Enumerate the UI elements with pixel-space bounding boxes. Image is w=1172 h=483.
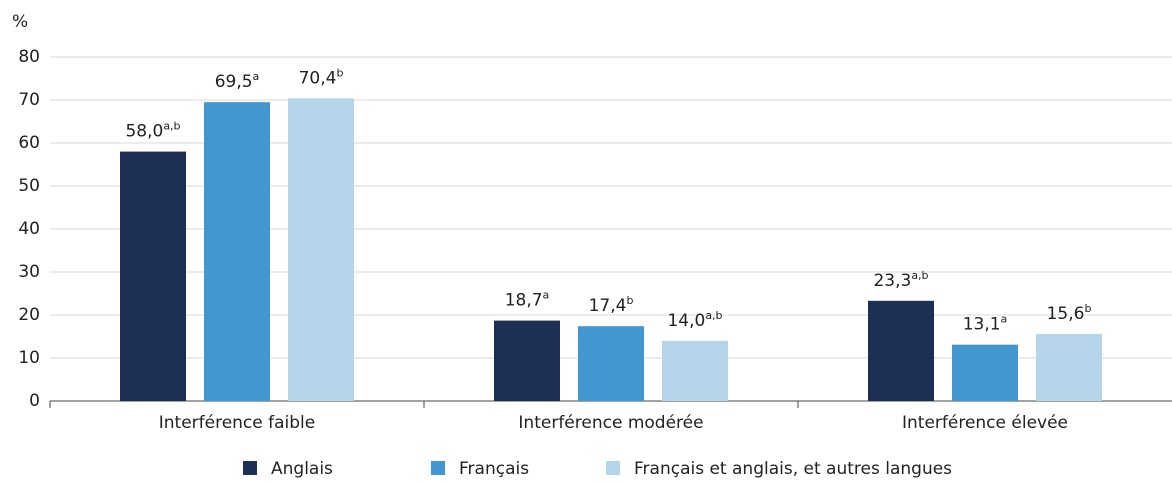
value-label: 17,4b [589, 294, 634, 316]
legend-label: Français [459, 459, 529, 479]
legend-label: Anglais [271, 459, 333, 479]
value-label-note: a,b [705, 309, 722, 322]
value-label-number: 13,1 [963, 315, 1001, 335]
value-label-note: b [626, 294, 633, 307]
legend-label: Français et anglais, et autres langues [634, 459, 952, 479]
y-tick-label: 80 [18, 47, 40, 67]
value-label: 15,6b [1047, 302, 1092, 324]
bar [288, 98, 354, 401]
value-label: 23,3a,b [873, 269, 928, 291]
y-tick-label: 60 [18, 133, 40, 153]
value-label-number: 58,0 [125, 122, 163, 142]
bar [952, 344, 1018, 401]
bar [578, 326, 644, 401]
value-label-note: a [543, 289, 550, 302]
x-tick-label: Interférence modérée [518, 413, 703, 433]
y-axis-label: % [12, 12, 28, 32]
y-tick-label: 50 [18, 176, 40, 196]
y-tick-label: 30 [18, 262, 40, 282]
value-label-number: 70,4 [299, 68, 337, 88]
value-label: 70,4b [299, 66, 344, 88]
bar [868, 300, 934, 401]
value-label-number: 69,5 [215, 72, 253, 92]
y-tick-label: 40 [18, 219, 40, 239]
bar [494, 320, 560, 401]
value-label-note: a,b [163, 120, 180, 133]
value-label-note: b [336, 66, 343, 79]
y-tick-label: 70 [18, 90, 40, 110]
bar [204, 102, 270, 402]
value-label-number: 23,3 [873, 271, 911, 291]
value-label-number: 14,0 [667, 311, 705, 331]
value-label: 13,1a [963, 313, 1008, 335]
value-label-note: a [253, 70, 260, 83]
value-label-note: b [1084, 302, 1091, 315]
x-tick-label: Interférence élevée [902, 413, 1068, 433]
value-label: 18,7a [505, 289, 550, 311]
legend-swatch [243, 461, 257, 475]
value-label: 58,0a,b [125, 120, 180, 142]
value-label-number: 15,6 [1047, 304, 1085, 324]
y-tick-label: 0 [29, 391, 40, 411]
bar [1036, 333, 1102, 401]
x-tick-label: Interférence faible [159, 413, 316, 433]
value-label: 69,5a [215, 70, 260, 92]
value-label-number: 17,4 [589, 296, 627, 316]
bar [662, 340, 728, 401]
value-label: 14,0a,b [667, 309, 722, 331]
legend-swatch [431, 461, 445, 475]
value-label-note: a [1001, 313, 1008, 326]
value-label-number: 18,7 [505, 291, 543, 311]
legend-swatch [606, 461, 620, 475]
y-tick-label: 10 [18, 348, 40, 368]
value-label-note: a,b [911, 269, 928, 282]
bar [120, 151, 186, 401]
y-tick-label: 20 [18, 305, 40, 325]
